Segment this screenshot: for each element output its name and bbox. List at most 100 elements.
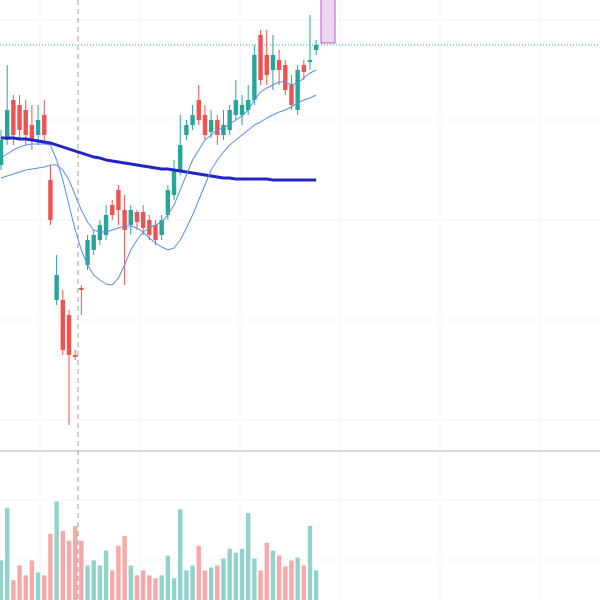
volume-bar bbox=[0, 560, 4, 600]
volume-bar bbox=[110, 570, 115, 600]
volume-bar bbox=[246, 513, 251, 600]
candle-body bbox=[276, 60, 282, 70]
volume-bar bbox=[221, 558, 226, 600]
volume-bar bbox=[215, 565, 220, 600]
volume-bar bbox=[66, 540, 72, 600]
candle-body bbox=[202, 115, 208, 135]
candle-body bbox=[252, 55, 257, 100]
volume-bar bbox=[190, 565, 195, 600]
candle-body bbox=[184, 125, 189, 135]
candle-body bbox=[103, 215, 109, 235]
candle-body bbox=[66, 315, 72, 355]
volume-bar bbox=[97, 565, 103, 600]
candle-body bbox=[171, 170, 177, 195]
volume-bar bbox=[29, 560, 35, 600]
price-pane bbox=[0, 15, 600, 425]
candle-body bbox=[307, 60, 313, 62]
volume-bar bbox=[270, 550, 276, 600]
candle-body bbox=[159, 220, 164, 235]
volume-bar bbox=[48, 533, 53, 600]
candle-body bbox=[196, 100, 201, 120]
candle-body bbox=[215, 120, 220, 135]
candle-body bbox=[301, 65, 307, 72]
candle-body bbox=[23, 110, 28, 135]
volume-bar bbox=[276, 555, 282, 600]
candle-body bbox=[48, 180, 53, 220]
volume-pane bbox=[0, 501, 319, 600]
candle-body bbox=[72, 355, 78, 357]
volume-bar bbox=[208, 567, 214, 600]
candle-body bbox=[85, 240, 90, 265]
volume-bar bbox=[128, 565, 133, 600]
candle-body bbox=[91, 235, 96, 250]
candle-body bbox=[110, 205, 115, 215]
volume-bar bbox=[289, 560, 294, 600]
volume-bar bbox=[301, 565, 307, 600]
volume-bar bbox=[184, 570, 189, 600]
candle-body bbox=[153, 225, 158, 240]
candle-body bbox=[79, 288, 84, 290]
volume-bar bbox=[159, 575, 164, 600]
candle-body bbox=[140, 212, 146, 228]
volume-bar bbox=[140, 570, 146, 600]
candle-body bbox=[270, 55, 276, 70]
volume-bar bbox=[54, 501, 59, 600]
moving-average bbox=[0, 94, 317, 251]
volume-bar bbox=[153, 578, 158, 600]
selection-box bbox=[320, 0, 336, 44]
volume-bar bbox=[85, 565, 90, 600]
volume-bar bbox=[35, 572, 41, 600]
candle-body bbox=[264, 55, 269, 75]
candle-body bbox=[128, 210, 133, 225]
volume-bar bbox=[258, 570, 263, 600]
candle-body bbox=[42, 115, 47, 135]
volume-bar bbox=[227, 548, 232, 600]
volume-bar bbox=[252, 558, 257, 600]
candle-body bbox=[17, 105, 22, 130]
volume-bar bbox=[239, 548, 245, 600]
volume-bar bbox=[264, 542, 269, 600]
candle-body bbox=[122, 210, 127, 230]
volume-bar bbox=[307, 526, 313, 600]
candle-body bbox=[178, 145, 183, 170]
candle-body bbox=[295, 70, 300, 110]
candle-body bbox=[289, 85, 294, 105]
candle-body bbox=[221, 125, 226, 135]
volume-bar bbox=[178, 509, 183, 600]
volume-bar bbox=[233, 552, 239, 600]
candle-body bbox=[54, 275, 59, 300]
volume-bar bbox=[42, 575, 47, 600]
candle-body bbox=[190, 115, 195, 125]
candle-body bbox=[116, 190, 121, 210]
volume-bar bbox=[72, 526, 78, 600]
candle-body bbox=[4, 110, 10, 140]
candle-body bbox=[313, 45, 319, 50]
candle-body bbox=[246, 100, 251, 110]
volume-bar bbox=[103, 550, 109, 600]
volume-bar bbox=[60, 530, 65, 600]
candle-body bbox=[134, 212, 140, 222]
volume-bar bbox=[171, 578, 177, 600]
volume-bar bbox=[79, 540, 84, 600]
candle-body bbox=[35, 120, 41, 135]
volume-bar bbox=[196, 545, 201, 600]
volume-bar bbox=[147, 575, 152, 600]
candle-body bbox=[283, 65, 288, 90]
volume-bar bbox=[4, 508, 10, 600]
volume-bar bbox=[11, 580, 16, 600]
moving-average bbox=[1, 136, 317, 182]
candle-body bbox=[29, 125, 35, 140]
volume-bar bbox=[116, 545, 121, 600]
volume-bar bbox=[313, 570, 319, 600]
candle-body bbox=[208, 120, 214, 132]
volume-bar bbox=[17, 565, 22, 600]
candle-body bbox=[11, 100, 16, 135]
candle-body bbox=[0, 140, 4, 165]
moving-average bbox=[0, 69, 317, 286]
candle-body bbox=[227, 110, 232, 130]
candle-body bbox=[60, 300, 65, 350]
volume-bar bbox=[91, 560, 96, 600]
volume-bar bbox=[202, 570, 208, 600]
